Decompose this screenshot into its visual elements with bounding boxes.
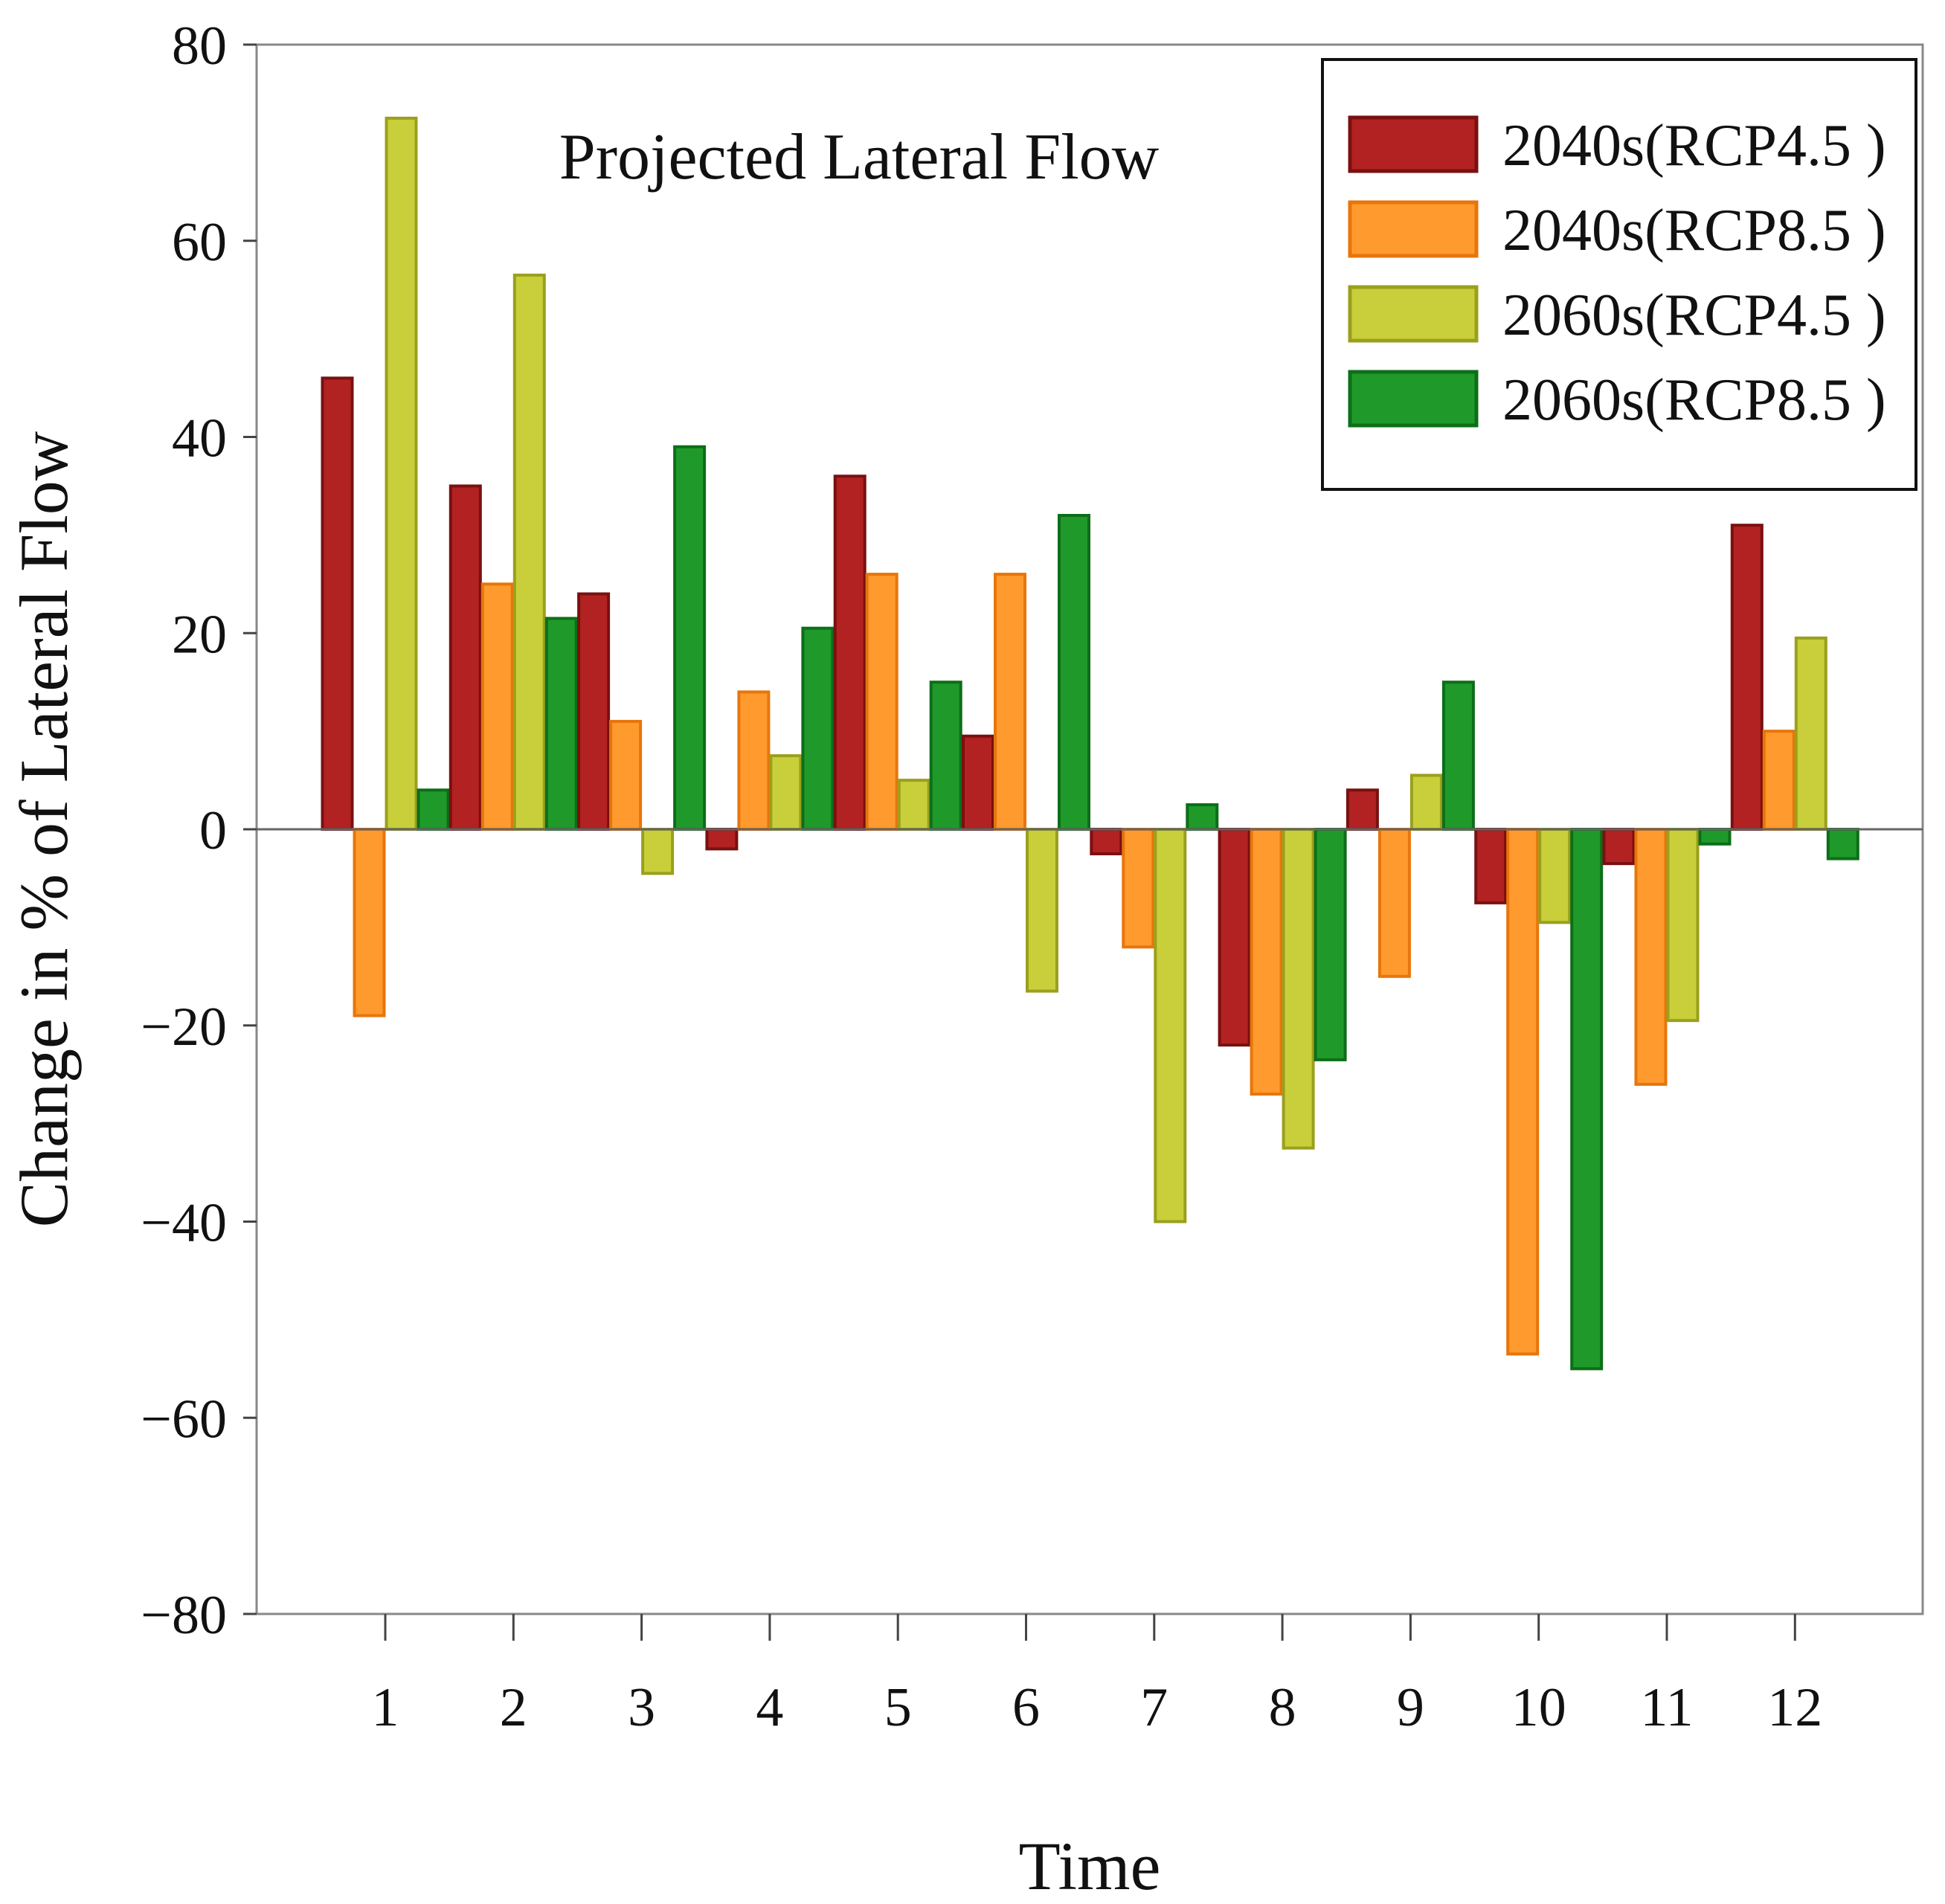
bar-4-month-11 [1698,828,1732,846]
x-tick-label: 6 [1012,1677,1040,1738]
bar-2-month-1 [353,828,386,1017]
bar-2-month-8 [1250,828,1283,1096]
y-tick-label: 80 [172,16,227,77]
bar-4-month-9 [1441,681,1475,831]
legend-swatch [1348,200,1479,258]
bar-3-month-7 [1154,828,1187,1223]
bar-3-month-8 [1282,828,1315,1150]
bars-layer [321,116,1859,1371]
y-tick-label: −80 [141,1585,227,1646]
bar-3-month-5 [897,779,930,831]
legend-swatch [1348,370,1479,428]
bar-4-month-1 [417,788,450,831]
bar-2-month-3 [609,719,643,831]
bar-1-month-6 [962,734,994,831]
y-tick-label: −40 [141,1193,227,1254]
y-tick-label: −20 [141,997,227,1058]
legend-items: 2040s(RCP4.5 ) 2040s(RCP8.5 ) 2060s(RCP4.5… [1348,113,1886,433]
y-tick-label: 20 [172,604,227,665]
bar-3-month-3 [641,828,675,875]
x-tick-label: 4 [756,1677,783,1738]
bar-3-month-10 [1538,828,1572,924]
bar-2-month-9 [1377,828,1411,978]
y-tick-label: 40 [172,408,227,469]
bar-1-month-5 [833,475,867,831]
x-axis: 1 2 3 4 5 6 7 8 9 10 11 12 [372,1614,1822,1738]
bar-2-month-12 [1762,730,1795,831]
bar-4-month-12 [1826,828,1859,861]
bar-1-month-12 [1730,524,1764,831]
bar-4-month-5 [929,681,962,831]
bar-1-month-1 [321,376,354,831]
bar-4-month-7 [1186,803,1219,831]
bar-1-month-11 [1602,828,1636,866]
bar-4-month-8 [1314,828,1347,1061]
bar-2-month-5 [865,573,898,831]
x-tick-label: 12 [1767,1677,1822,1738]
bar-4-month-4 [801,626,835,831]
bar-4-month-6 [1058,514,1090,831]
bar-2-month-11 [1634,828,1668,1086]
x-tick-label: 3 [628,1677,655,1738]
bar-2-month-10 [1506,828,1540,1356]
legend-label: 2060s(RCP4.5 ) [1502,283,1886,348]
y-axis-label: Change in % of Lateral Flow [6,431,82,1227]
bar-1-month-7 [1090,828,1123,855]
bar-3-month-2 [512,273,546,831]
x-tick-label: 9 [1397,1677,1424,1738]
y-tick-label: 60 [172,212,227,273]
bar-4-month-10 [1570,828,1604,1371]
bar-2-month-7 [1122,828,1155,949]
bar-1-month-9 [1346,788,1379,831]
legend-swatch [1348,285,1479,343]
bar-2-month-4 [737,690,771,831]
x-tick-label: 1 [372,1677,399,1738]
legend-swatch [1348,115,1479,173]
bar-3-month-11 [1666,828,1700,1023]
bar-3-month-1 [385,116,418,831]
x-tick-label: 7 [1140,1677,1168,1738]
x-tick-label: 11 [1640,1677,1693,1738]
legend-label: 2060s(RCP8.5 ) [1502,367,1886,433]
legend-label: 2040s(RCP8.5 ) [1502,198,1886,263]
bar-3-month-12 [1794,636,1827,831]
bar-1-month-3 [577,592,611,831]
x-tick-label: 5 [884,1677,912,1738]
bar-1-month-2 [449,484,482,831]
x-tick-label: 10 [1511,1677,1566,1738]
bar-2-month-2 [480,582,514,831]
bar-4-month-3 [673,445,707,831]
y-tick-label: −60 [141,1389,227,1450]
y-axis: −80 −60 −40 −20 0 20 40 60 80 [141,16,257,1646]
bar-3-month-6 [1026,828,1058,993]
bar-2-month-6 [994,573,1026,831]
legend-label: 2040s(RCP4.5 ) [1502,113,1886,178]
chart-title: Projected Lateral Flow [559,121,1160,193]
bar-3-month-9 [1409,774,1443,831]
x-axis-label: Time [1019,1828,1161,1904]
bar-1-month-8 [1218,828,1251,1047]
x-tick-label: 8 [1269,1677,1296,1738]
x-tick-label: 2 [500,1677,527,1738]
bar-1-month-4 [705,828,739,851]
legend: 2040s(RCP4.5 ) 2040s(RCP8.5 ) 2060s(RCP4.5… [1321,58,1917,491]
bar-3-month-4 [769,754,803,831]
bar-4-month-2 [544,617,578,831]
y-tick-label: 0 [199,800,227,861]
bar-1-month-10 [1474,828,1508,904]
